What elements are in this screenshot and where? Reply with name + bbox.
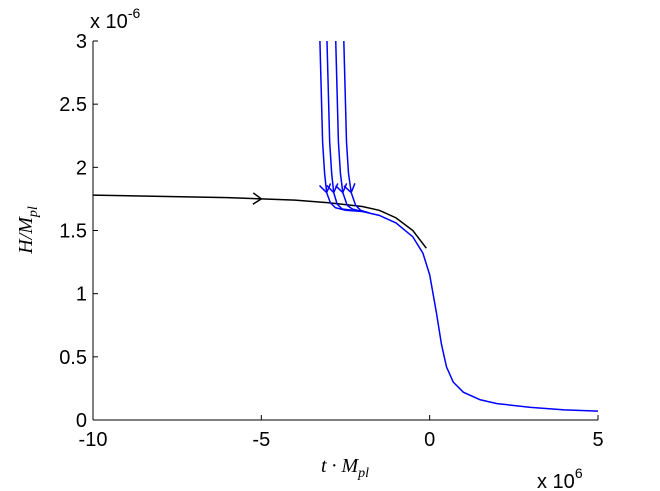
- x-tick-label: 0: [424, 429, 435, 451]
- x-axis-label: t · Mpl: [321, 455, 369, 481]
- trajectory: [92, 194, 427, 249]
- y-tick-label: 0.5: [59, 347, 87, 369]
- y-tick-label: 2.5: [59, 94, 87, 116]
- x-tick-label: -10: [79, 429, 108, 451]
- y-tick-label: 3: [76, 31, 87, 53]
- trajectory: [345, 209, 599, 412]
- trajectory: [334, 40, 363, 213]
- x-tick-label: -5: [252, 429, 270, 451]
- direction-arrow: [252, 192, 263, 205]
- trajectory: [326, 40, 353, 212]
- trajectory: [319, 40, 346, 212]
- y-axis-label: H/Mpl: [15, 206, 41, 255]
- trajectory: [343, 40, 370, 214]
- y-exponent: x 10-6: [90, 5, 140, 33]
- x-exponent: x 106: [537, 465, 583, 491]
- y-tick-label: 1.5: [59, 221, 87, 243]
- y-tick-label: 2: [76, 157, 87, 179]
- x-tick-label: 5: [592, 429, 603, 451]
- direction-arrow: [318, 183, 332, 194]
- y-tick-label: 1: [76, 284, 87, 306]
- y-tick-label: 0: [76, 410, 87, 432]
- direction-arrow: [343, 183, 356, 194]
